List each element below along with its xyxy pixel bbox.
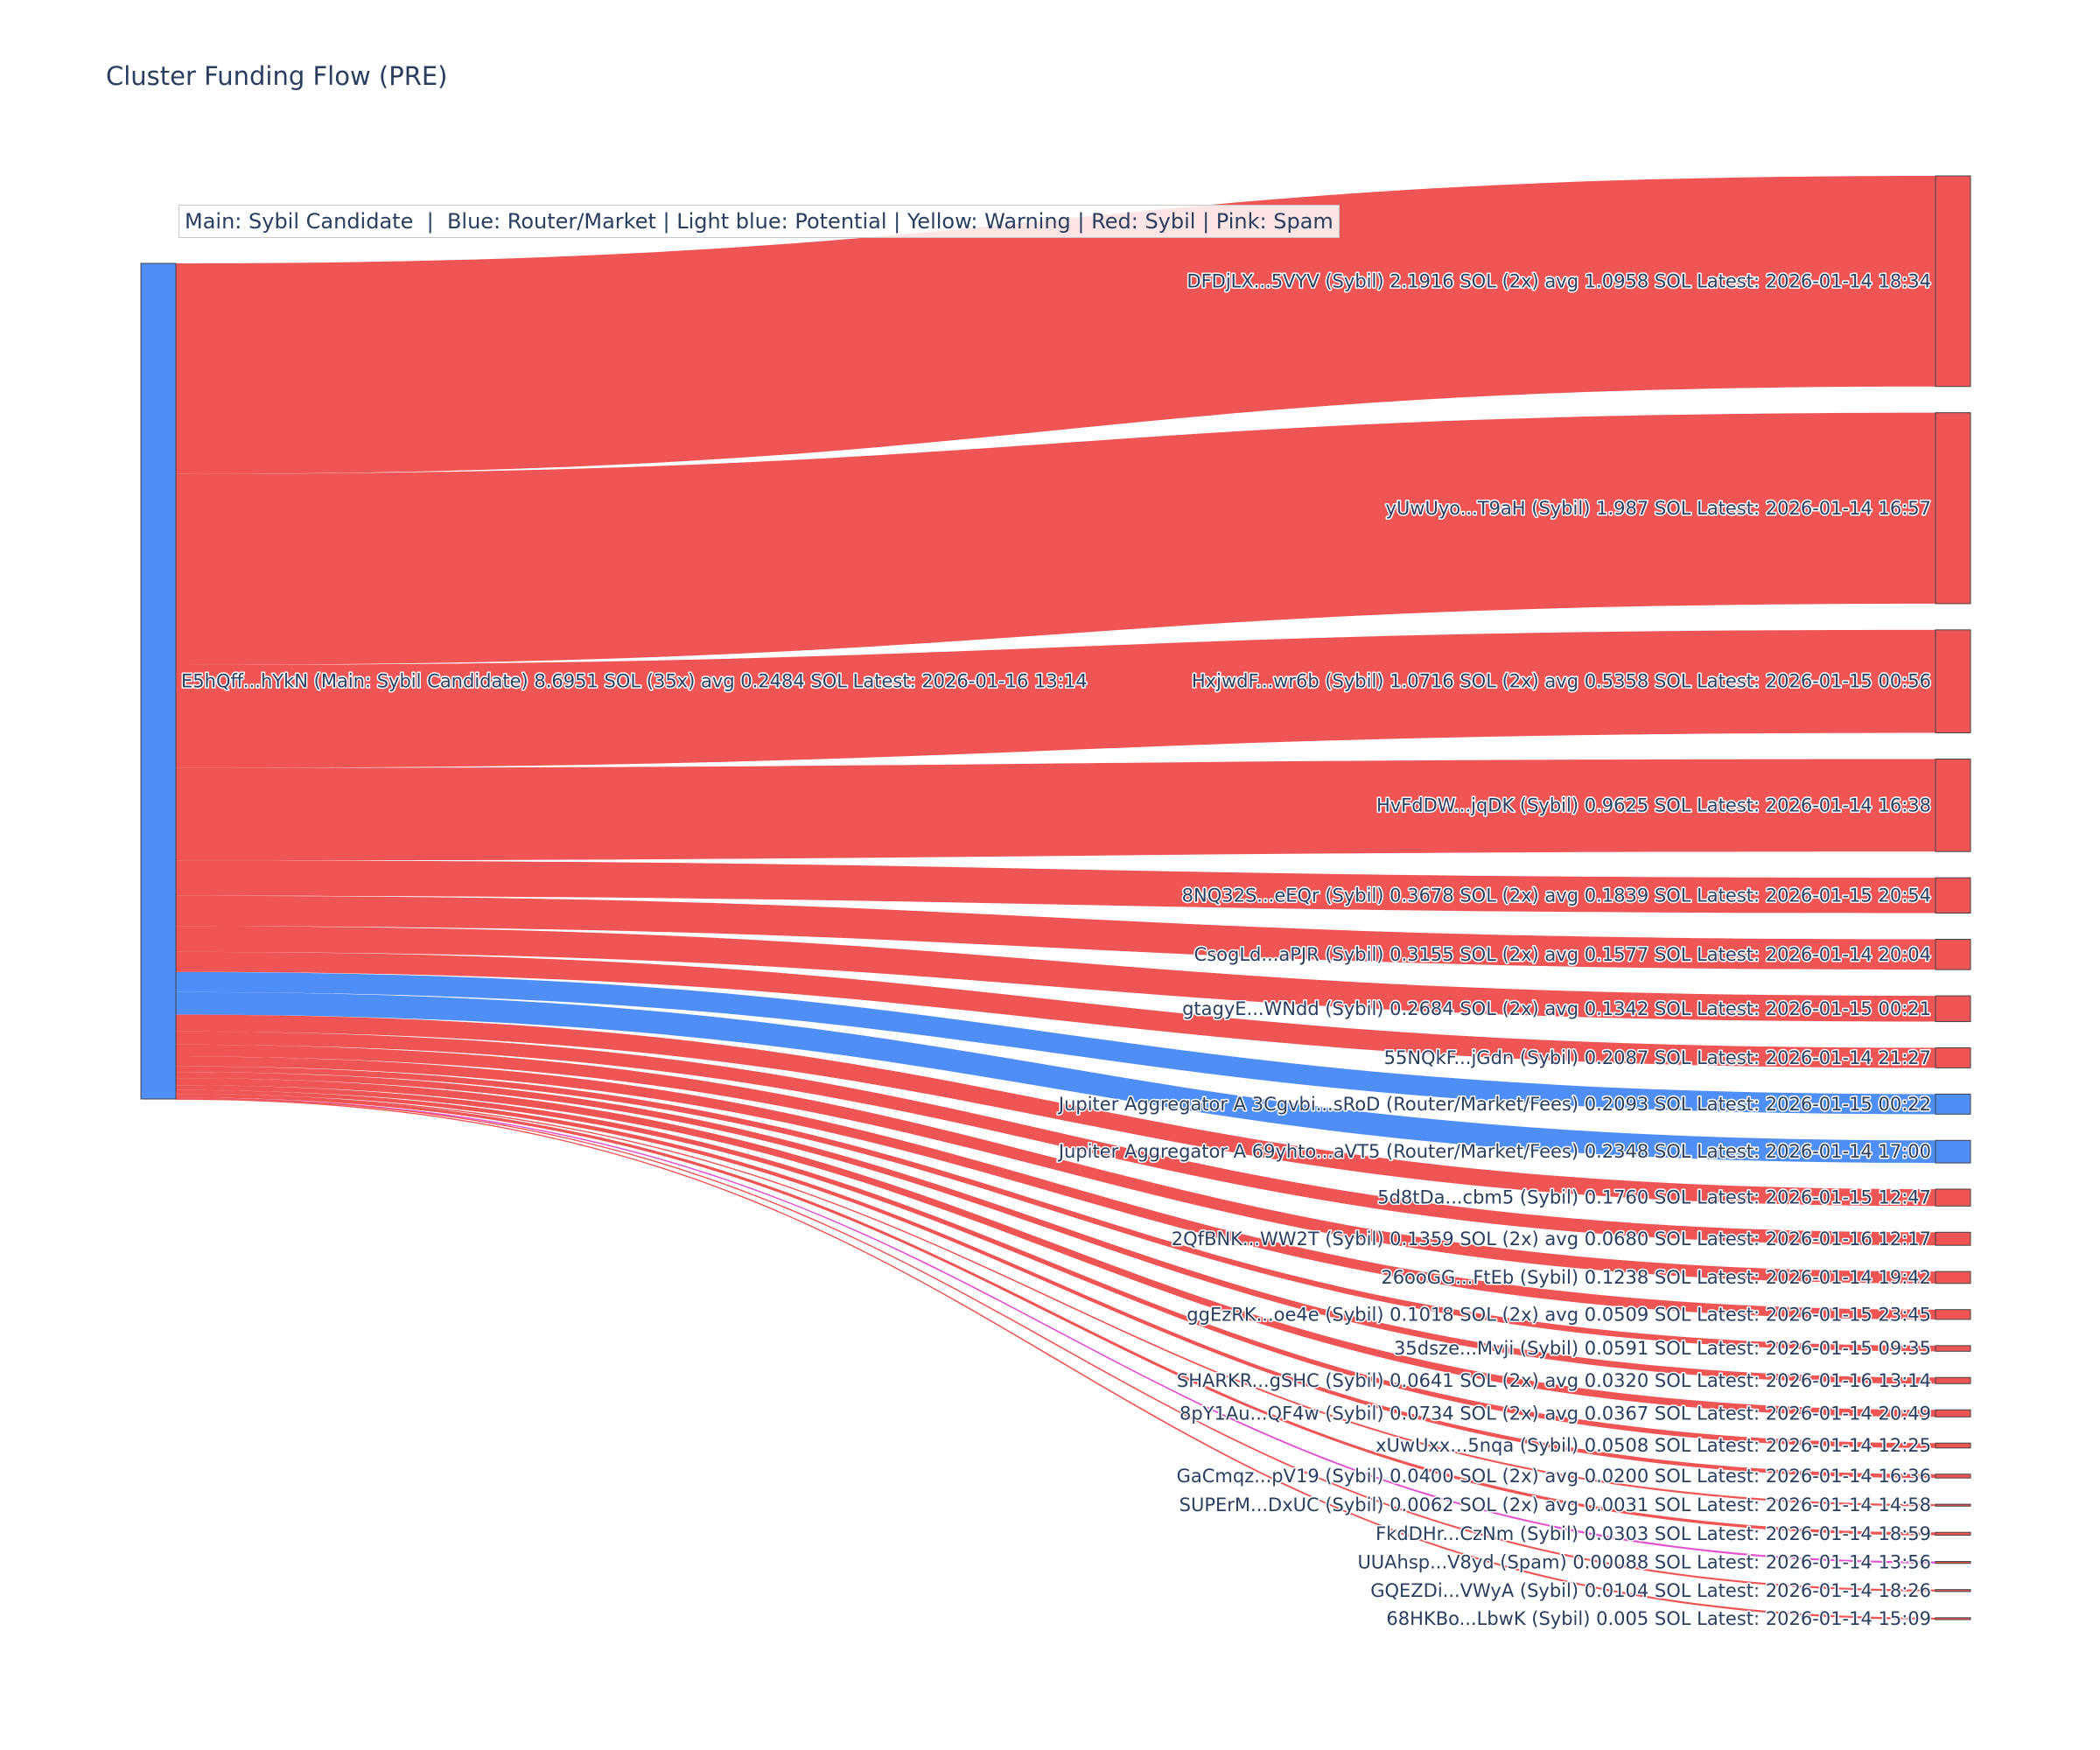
flow-link-22 <box>176 1097 1936 1592</box>
target-node-13 <box>1935 1309 1971 1320</box>
target-node-9 <box>1935 1139 1971 1164</box>
target-label-20: FkdDHr...CzNm (Sybil) 0.0303 SOL Latest:… <box>1376 1523 1931 1544</box>
target-node-5 <box>1935 938 1971 970</box>
flow-link-1 <box>176 412 1936 665</box>
target-label-12: 26ooGG...FtEb (Sybil) 0.1238 SOL Latest:… <box>1381 1267 1931 1288</box>
target-node-7 <box>1935 1046 1971 1068</box>
target-label-6: gtagyE...WNdd (Sybil) 0.2684 SOL (2x) av… <box>1182 998 1931 1019</box>
flow-link-3 <box>176 759 1936 861</box>
flow-link-4 <box>176 860 1936 914</box>
flow-link-19 <box>176 1094 1936 1507</box>
flow-link-6 <box>176 926 1936 1022</box>
source-label: E5hQff...hYkN (Main: Sybil Candidate) 8.… <box>181 671 1088 692</box>
target-label-13: ggEzRK...oe4e (Sybil) 0.1018 SOL (2x) av… <box>1186 1304 1931 1325</box>
target-label-0: DFDjLX...5VYV (Sybil) 2.1916 SOL (2x) av… <box>1186 270 1931 291</box>
target-label-22: GQEZDi...VWyA (Sybil) 0.0104 SOL Latest:… <box>1370 1580 1931 1601</box>
flow-link-7 <box>176 951 1936 1068</box>
target-label-7: 55NQkF...jGdn (Sybil) 0.2087 SOL Latest:… <box>1384 1047 1931 1068</box>
target-node-12 <box>1935 1270 1971 1284</box>
target-node-22 <box>1935 1589 1971 1592</box>
flow-link-11 <box>176 1031 1936 1246</box>
target-label-16: 8pY1Au...QF4w (Sybil) 0.0734 SOL (2x) av… <box>1180 1403 1931 1424</box>
labels-layer: DFDjLX...5VYV (Sybil) 2.1916 SOL (2x) av… <box>180 270 1933 1631</box>
target-label-10: 5d8tDa...cbm5 (Sybil) 0.1760 SOL Latest:… <box>1377 1187 1931 1208</box>
target-node-15 <box>1935 1376 1971 1384</box>
target-node-2 <box>1935 629 1971 734</box>
target-node-3 <box>1935 758 1971 852</box>
flow-link-2 <box>176 629 1936 768</box>
links-layer <box>176 176 1936 1620</box>
flow-link-14 <box>176 1066 1936 1352</box>
flow-link-18 <box>176 1089 1936 1479</box>
flow-link-12 <box>176 1044 1936 1284</box>
chart-title: Cluster Funding Flow (PRE) <box>106 61 448 91</box>
nodes-layer <box>140 175 1971 1620</box>
flow-link-8 <box>176 971 1936 1115</box>
target-node-6 <box>1935 995 1971 1023</box>
target-node-16 <box>1935 1409 1971 1418</box>
target-label-8: Jupiter Aggregator A 3Cgvbi...sRoD (Rout… <box>1057 1094 1931 1115</box>
target-label-3: HvFdDW...jqDK (Sybil) 0.9625 SOL Latest:… <box>1376 794 1931 816</box>
target-node-19 <box>1935 1503 1971 1507</box>
target-label-23: 68HKBo...LbwK (Sybil) 0.005 SOL Latest: … <box>1386 1608 1931 1629</box>
flow-link-0 <box>176 176 1936 474</box>
target-label-2: HxjwdF...wr6b (Sybil) 1.0716 SOL (2x) av… <box>1192 671 1931 692</box>
target-label-17: xUwUxx...5nqa (Sybil) 0.0508 SOL Latest:… <box>1376 1435 1931 1456</box>
target-node-23 <box>1935 1617 1971 1620</box>
legend-annotation: Main: Sybil Candidate | Blue: Router/Mar… <box>178 205 1340 238</box>
target-node-18 <box>1935 1474 1971 1479</box>
target-node-10 <box>1935 1188 1971 1207</box>
target-node-1 <box>1935 412 1971 605</box>
flow-link-21 <box>176 1097 1936 1564</box>
flow-link-17 <box>176 1085 1936 1448</box>
target-node-4 <box>1935 877 1971 914</box>
target-node-0 <box>1935 175 1971 388</box>
flow-link-9 <box>176 991 1936 1164</box>
target-node-11 <box>1935 1231 1971 1246</box>
target-label-19: SUPErM...DxUC (Sybil) 0.0062 SOL (2x) av… <box>1180 1494 1931 1516</box>
target-node-8 <box>1935 1093 1971 1115</box>
target-label-18: GaCmqz...pV19 (Sybil) 0.0400 SOL (2x) av… <box>1177 1466 1931 1487</box>
target-label-21: UUAhsp...V8yd (Spam) 0.00088 SOL Latest:… <box>1357 1552 1931 1573</box>
flow-link-10 <box>176 1014 1936 1207</box>
target-label-15: SHARKR...gSHC (Sybil) 0.0641 SOL (2x) av… <box>1177 1370 1931 1391</box>
target-node-14 <box>1935 1345 1971 1352</box>
target-node-17 <box>1935 1442 1971 1449</box>
flow-link-23 <box>176 1098 1936 1620</box>
flow-link-20 <box>176 1094 1936 1536</box>
flow-link-16 <box>176 1078 1936 1418</box>
target-label-1: yUwUyo...T9aH (Sybil) 1.987 SOL Latest: … <box>1385 498 1931 519</box>
target-label-9: Jupiter Aggregator A 69yhto...aVT5 (Rout… <box>1057 1141 1931 1162</box>
target-node-21 <box>1935 1561 1971 1564</box>
target-node-20 <box>1935 1531 1971 1536</box>
source-node <box>140 262 177 1100</box>
target-label-11: 2QfBNK...WW2T (Sybil) 0.1359 SOL (2x) av… <box>1172 1228 1931 1250</box>
flow-link-13 <box>176 1056 1936 1320</box>
flow-link-5 <box>176 895 1936 970</box>
target-label-14: 35dsze...Mvji (Sybil) 0.0591 SOL Latest:… <box>1394 1338 1931 1359</box>
target-label-5: CsogLd...aPJR (Sybil) 0.3155 SOL (2x) av… <box>1194 944 1931 965</box>
target-label-4: 8NQ32S...eEQr (Sybil) 0.3678 SOL (2x) av… <box>1182 885 1931 906</box>
flow-link-15 <box>176 1072 1936 1384</box>
